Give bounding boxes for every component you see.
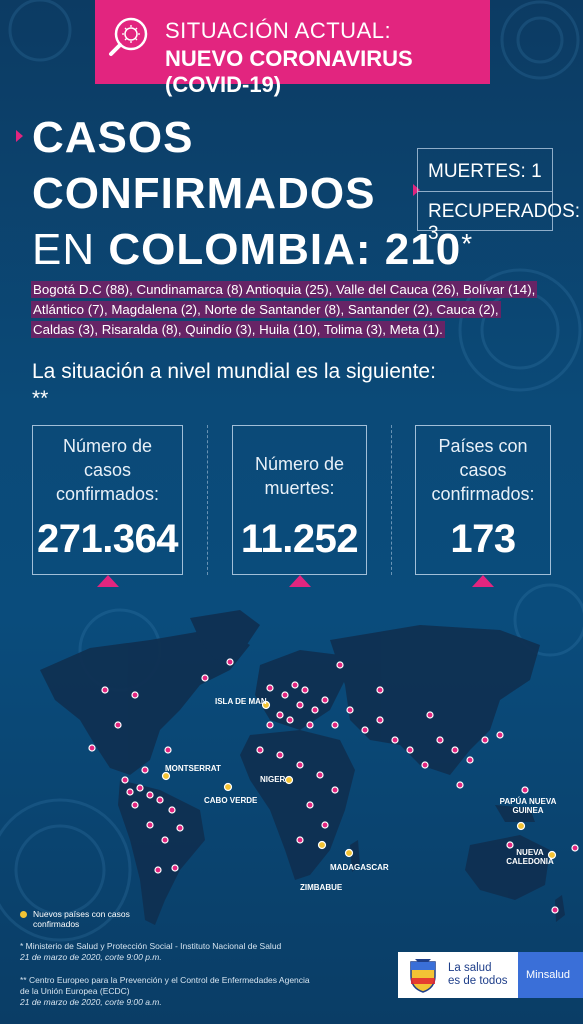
header-line-2: NUEVO CORONAVIRUS (COVID-19) [165,46,413,97]
greenland-shape [190,610,260,660]
header-line-1: SITUACIÓN ACTUAL: [165,18,392,43]
map-label-zimbabwe: ZIMBABUE [300,883,343,892]
card-deaths: Número de muertes: 11.252 [232,425,367,587]
title-country-count: COLOMBIA: 210 [108,225,462,274]
region-line-1: Bogotá D.C (88), Cundinamarca (8) Antioq… [31,281,538,298]
divider [207,425,208,575]
brand-line-2: es de todos [448,975,508,987]
logo-blue-panel [518,952,583,998]
south-america-shape [118,780,205,925]
title-asterisk: * [461,228,474,259]
legend-dot-icon [20,911,27,918]
brand-slogan: La salud es de todos [448,962,507,988]
map-label-papua: PAPÚA NUEVA GUINEA [499,797,557,815]
world-map [40,610,579,925]
brand-line-1: La salud [448,962,492,974]
main-title: CASOS CONFIRMADOS EN COLOMBIA: 210* [32,110,473,278]
divider [391,425,392,575]
australia-shape [465,835,550,900]
title-line-3: EN COLOMBIA: 210* [32,222,473,278]
footnote-2-source: ** Centro Europeo para la Prevención y e… [20,975,310,996]
title-line-1: CASOS [32,113,194,162]
pointer-icon [97,575,119,587]
legend-text: Nuevos países con casos confirmados [33,909,130,929]
pointer-icon [289,575,311,587]
recovered-count: RECUPERADOS: 3 [428,201,581,244]
map-label-montserrat: MONTSERRAT [165,764,221,773]
card-confirmed-cases: Número de casos confirmados: 271.364 [32,425,183,587]
map-label-niger: NIGER [260,775,286,784]
asia-shape [330,625,540,775]
footnote-2: ** Centro Europeo para la Prevención y e… [20,975,350,1008]
footnote-2-date: 21 de marzo de 2020, corte 9:00 a.m. [20,997,162,1007]
card-label: Número de casos confirmados: [55,436,160,504]
world-situation-title: La situación a nivel mundial es la sigui… [32,360,436,410]
colombia-coat-of-arms-icon [410,959,436,993]
virus-magnifier-icon [109,17,148,56]
deaths-recovered-box: MUERTES: 1 RECUPERADOS: 3 [417,148,580,244]
madagascar-shape [350,840,360,872]
footnote-1-date: 21 de marzo de 2020, corte 9:00 p.m. [20,952,162,962]
header-banner: SITUACIÓN ACTUAL: NUEVO CORONAVIRUS (COV… [95,0,490,97]
card-value: 271.364 [36,517,179,561]
africa-shape [240,730,355,880]
title-bullet-icon [16,130,23,142]
card-label: Número de muertes: [254,454,345,498]
ministry-name: Minsalud [526,969,571,981]
europe-shape [255,650,345,730]
region-line-2: Atlántico (7), Magdalena (2), Norte de S… [31,301,501,318]
map-label-cape-verde: CABO VERDE [204,796,258,805]
card-label: Países con casos confirmados: [431,436,535,504]
region-line-3: Caldas (3), Risaralda (8), Quindío (3), … [31,321,445,338]
title-prefix: EN [32,225,109,274]
footnote-1-source: * Ministerio de Salud y Protección Socia… [20,941,282,951]
map-label-isle-of-man: ISLA DE MAN [215,697,267,706]
map-label-new-caledonia: NUEVA CALEDONIA [506,848,554,866]
north-america-shape [40,628,250,775]
map-legend: Nuevos países con casos confirmados [20,909,143,929]
card-value: 11.252 [240,517,359,561]
deaths-count: MUERTES: 1 [428,161,542,182]
title-line-2: CONFIRMADOS [32,169,376,218]
pointer-icon [472,575,494,587]
stats-bullet-icon [413,184,420,196]
new-zealand-shape [555,895,565,922]
papua-shape [495,805,535,822]
card-countries: Países con casos confirmados: 173 [415,425,551,587]
stats-divider [418,191,552,192]
card-value: 173 [450,517,516,561]
ministry-logo: La salud es de todos Minsalud [398,952,583,998]
footnote-1: * Ministerio de Salud y Protección Socia… [20,941,350,963]
region-breakdown: Bogotá D.C (88), Cundinamarca (8) Antioq… [31,280,561,340]
map-label-madagascar: MADAGASCAR [330,863,389,872]
